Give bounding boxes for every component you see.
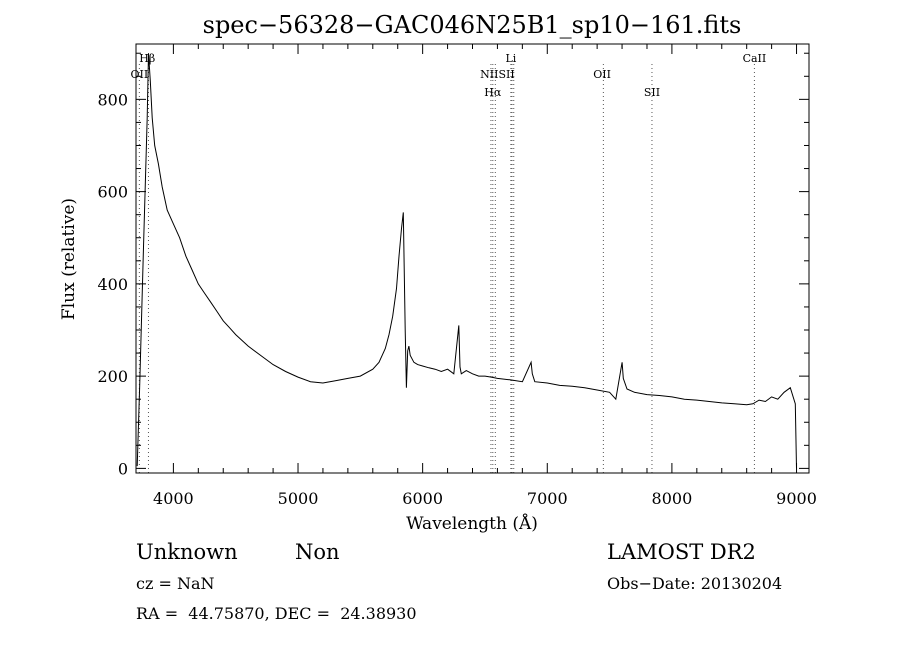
y-tick-label: 400 bbox=[97, 275, 128, 294]
y-tick-label: 200 bbox=[97, 367, 128, 386]
y-axis-label: Flux (relative) bbox=[59, 198, 79, 320]
emission-line-label: Hβ bbox=[139, 52, 155, 65]
y-axis: 0 200 400 600 800 bbox=[97, 52, 809, 478]
spectrum-series-line bbox=[136, 53, 797, 469]
emission-line-label: Hα bbox=[484, 86, 502, 99]
observation-date: Obs−Date: 20130204 bbox=[607, 574, 782, 593]
x-tick-label: 8000 bbox=[652, 489, 693, 508]
object-type: Unknown bbox=[136, 540, 238, 564]
x-tick-label: 4000 bbox=[153, 489, 194, 508]
x-tick-label: 9000 bbox=[776, 489, 817, 508]
y-tick-label: 0 bbox=[118, 459, 128, 478]
emission-line-labels: Hβ OII Li NIISII Hα OII SII CaII bbox=[131, 52, 767, 99]
emission-line-label: CaII bbox=[743, 52, 767, 65]
emission-line-markers bbox=[138, 64, 755, 473]
emission-line-label: NIISII bbox=[480, 68, 515, 81]
emission-line-label: OII bbox=[593, 68, 611, 81]
emission-line-label: OII bbox=[131, 68, 149, 81]
x-axis: 4000 5000 6000 7000 8000 9000 bbox=[153, 44, 817, 508]
chart-title: spec−56328−GAC046N25B1_sp10−161.fits bbox=[203, 11, 742, 39]
coordinates: RA = 44.75870, DEC = 24.38930 bbox=[136, 604, 417, 623]
x-tick-label: 7000 bbox=[527, 489, 568, 508]
x-tick-label: 6000 bbox=[402, 489, 443, 508]
x-tick-label: 5000 bbox=[278, 489, 319, 508]
y-tick-label: 600 bbox=[97, 183, 128, 202]
y-tick-label: 800 bbox=[97, 90, 128, 109]
object-subclass: Non bbox=[295, 540, 340, 564]
emission-line-label: SII bbox=[644, 86, 660, 99]
emission-line-label: Li bbox=[505, 52, 516, 65]
plot-frame bbox=[135, 43, 810, 474]
survey-name: LAMOST DR2 bbox=[607, 540, 756, 564]
x-axis-label: Wavelength (Å) bbox=[406, 513, 538, 534]
redshift-cz: cz = NaN bbox=[136, 574, 215, 593]
